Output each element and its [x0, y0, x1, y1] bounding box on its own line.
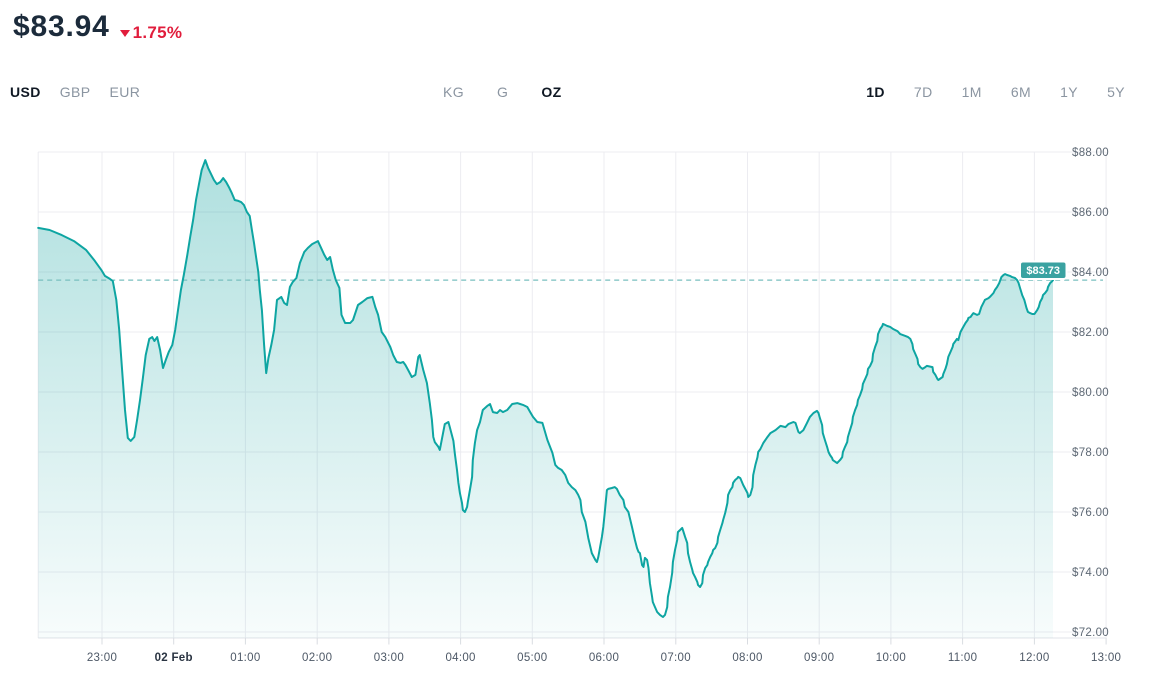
tab-unit-g[interactable]: G — [497, 84, 509, 100]
x-axis-label: 09:00 — [804, 652, 834, 664]
y-axis-label: $72.00 — [1072, 627, 1109, 639]
tab-unit-oz[interactable]: OZ — [541, 84, 562, 100]
y-axis-label: $82.00 — [1072, 327, 1109, 339]
y-axis-label: $78.00 — [1072, 447, 1109, 459]
y-axis-label: $80.00 — [1072, 387, 1109, 399]
tab-currency-usd[interactable]: USD — [10, 84, 41, 100]
y-axis-label: $74.00 — [1072, 567, 1109, 579]
tab-range-1m[interactable]: 1M — [961, 84, 982, 100]
price-change: 1.75% — [119, 22, 183, 43]
x-axis-label: 02 Feb — [155, 652, 193, 664]
currency-tabs: USD GBP EUR — [10, 84, 140, 100]
x-axis-label: 05:00 — [517, 652, 547, 664]
current-price-badge-label: $83.73 — [1026, 265, 1060, 277]
x-axis-label: 02:00 — [302, 652, 332, 664]
tab-currency-gbp[interactable]: GBP — [59, 84, 91, 100]
price-line — [37, 159, 1054, 618]
x-axis-label: 01:00 — [230, 652, 260, 664]
x-axis-label: 06:00 — [589, 652, 619, 664]
price-area-fill — [38, 160, 1053, 638]
y-axis-label: $76.00 — [1072, 507, 1109, 519]
x-axis-label: 13:00 — [1091, 652, 1121, 664]
price-header: $83.94 1.75% — [13, 10, 182, 44]
unit-tabs: KG G OZ — [443, 84, 562, 100]
x-axis-label: 04:00 — [445, 652, 475, 664]
x-axis-label: 07:00 — [661, 652, 691, 664]
current-price-badge-bg — [1019, 260, 1068, 280]
current-price: $83.94 — [13, 10, 110, 43]
range-tabs: 1D 7D 1M 6M 1Y 5Y — [866, 84, 1125, 100]
x-axis-label: 10:00 — [876, 652, 906, 664]
x-axis-label: 12:00 — [1019, 652, 1049, 664]
y-axis-label: $84.00 — [1072, 267, 1109, 279]
tab-currency-eur[interactable]: EUR — [109, 84, 141, 100]
current-price-badge: $83.73 — [1019, 260, 1068, 280]
y-axis-labels: $88.00 $86.00 $84.00 $82.00 $80.00 $78.00 $76.… — [1072, 147, 1109, 639]
tab-range-1y[interactable]: 1Y — [1060, 84, 1079, 100]
triangle-down-icon — [119, 30, 130, 37]
tab-range-5y[interactable]: 5Y — [1107, 84, 1125, 100]
x-axis-label: 03:00 — [374, 652, 404, 664]
tab-unit-kg[interactable]: KG — [443, 84, 465, 100]
x-axis-label: 08:00 — [732, 652, 762, 664]
price-change-value: 1.75% — [132, 22, 183, 42]
x-axis-label: 11:00 — [948, 652, 977, 664]
y-axis-label: $86.00 — [1072, 207, 1109, 219]
tab-range-6m[interactable]: 6M — [1010, 84, 1032, 100]
tab-range-1d[interactable]: 1D — [866, 84, 885, 100]
y-axis-label: $88.00 — [1072, 147, 1109, 159]
tab-range-7d[interactable]: 7D — [913, 84, 933, 100]
x-axis-labels: 23:00 02 Feb 01:00 02:00 03:00 04:00 05:00 06:0… — [87, 652, 1121, 664]
x-axis-label: 23:00 — [87, 652, 117, 664]
